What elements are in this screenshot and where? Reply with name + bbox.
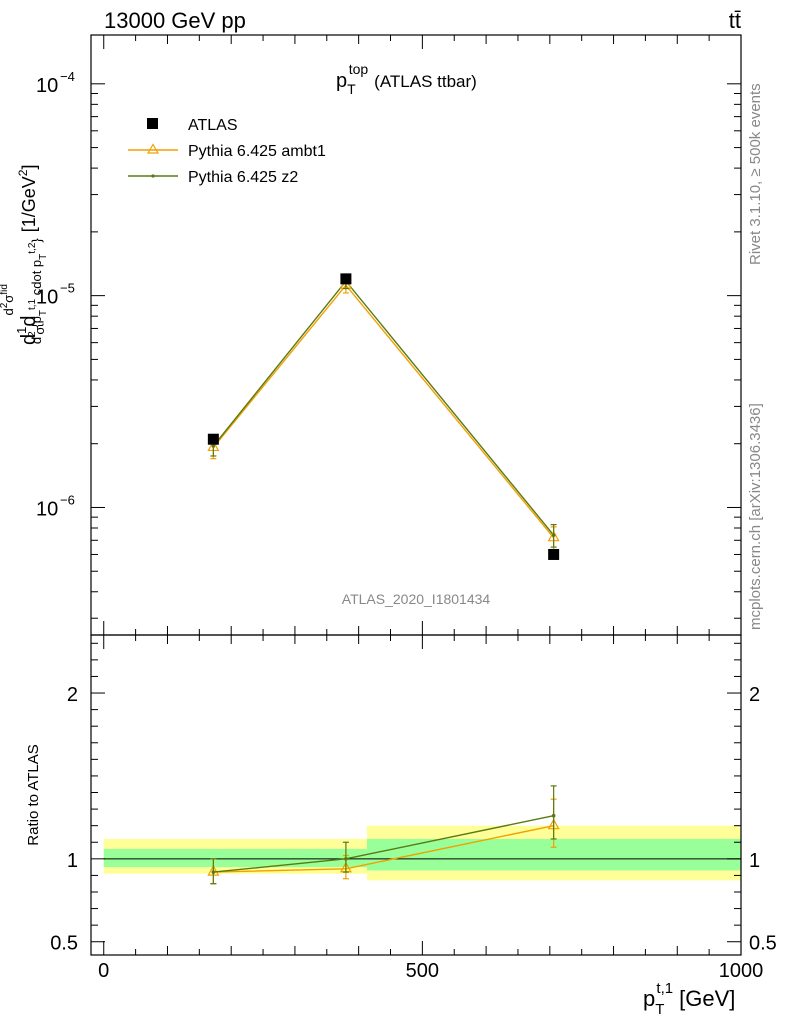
ratio-y-tick-label: 1	[67, 850, 78, 872]
ratio-series-layer	[207, 785, 560, 885]
ratio-y-tick-label: 2	[67, 684, 78, 706]
y-unit: [1/GeV	[19, 176, 39, 232]
main-point-z2	[211, 444, 216, 448]
main-y-axis-label: d1 σdd2σfidd2 {pTt,1 cdot pTt,2}[1/GeV2]	[0, 165, 49, 345]
legend-atlas-marker	[147, 118, 158, 129]
rivet-label: Rivet 3.1.10, ≥ 500k events	[747, 83, 764, 265]
legend-ambt1-marker	[146, 143, 160, 154]
main-y-tick-exp: −6	[60, 492, 75, 507]
main-title-sup: top	[349, 61, 369, 77]
ratio-y-tick-label-right: 0.5	[749, 933, 777, 955]
main-y-tick-label: 10	[36, 498, 58, 520]
main-y-tick-label: 10	[36, 75, 58, 97]
x-axis-label: pTt,1 [GeV]	[643, 980, 735, 1018]
main-series-layer	[207, 273, 560, 560]
ratio-plot-area: 0.5 0.5 1 1 2 2 0 500 1000	[50, 634, 777, 982]
analysis-watermark: ATLAS_2020_I1801434	[342, 591, 491, 607]
legend-ambt1-label: Pythia 6.425 ambt1	[188, 143, 326, 160]
main-point-z2	[551, 533, 556, 537]
legend-z2-label: Pythia 6.425 z2	[188, 169, 298, 186]
ratio-y-tick-label-right: 2	[749, 684, 760, 706]
main-series-line-z2	[212, 280, 555, 536]
ratio-y-tick-label-right: 1	[749, 850, 760, 872]
main-point-atlas	[548, 548, 560, 560]
ratio-point-z2	[344, 857, 348, 861]
header-left: 13000 GeV pp	[104, 8, 246, 33]
ratio-x-tick-label: 0	[98, 960, 109, 982]
ratio-band-inner	[103, 848, 367, 868]
legend: ATLAS Pythia 6.425 ambt1 Pythia 6.425 z2	[128, 117, 326, 186]
main-point-atlas	[340, 273, 352, 285]
main-series-line-ambt1	[212, 284, 555, 539]
ratio-point-z2	[551, 813, 556, 818]
main-title-sub: T	[347, 81, 356, 97]
legend-z2-marker	[151, 174, 155, 178]
main-title-p: p	[336, 70, 347, 92]
ratio-y-axis-label: Ratio to ATLAS	[25, 744, 42, 845]
main-title: pTtop (ATLAS ttbar)	[336, 61, 477, 97]
main-plot-area: 10−610−510−4	[36, 34, 742, 636]
ratio-x-tick-label: 1000	[719, 960, 764, 982]
main-y-tick-label: 10	[36, 287, 58, 309]
legend-atlas-label: ATLAS	[188, 117, 238, 134]
ratio-frame	[90, 634, 742, 956]
main-point-atlas	[207, 433, 219, 445]
main-title-rest: (ATLAS ttbar)	[374, 72, 477, 91]
ratio-point-z2	[211, 870, 216, 874]
ratio-y-tick-label: 0.5	[50, 933, 78, 955]
header-right: tt̄	[729, 8, 741, 33]
mcplots-label: mcplots.cern.ch [arXiv:1306.3436]	[747, 403, 764, 630]
main-y-tick-exp: −4	[60, 69, 75, 84]
main-y-tick-exp: −5	[60, 281, 75, 296]
ratio-x-tick-label: 500	[406, 960, 439, 982]
